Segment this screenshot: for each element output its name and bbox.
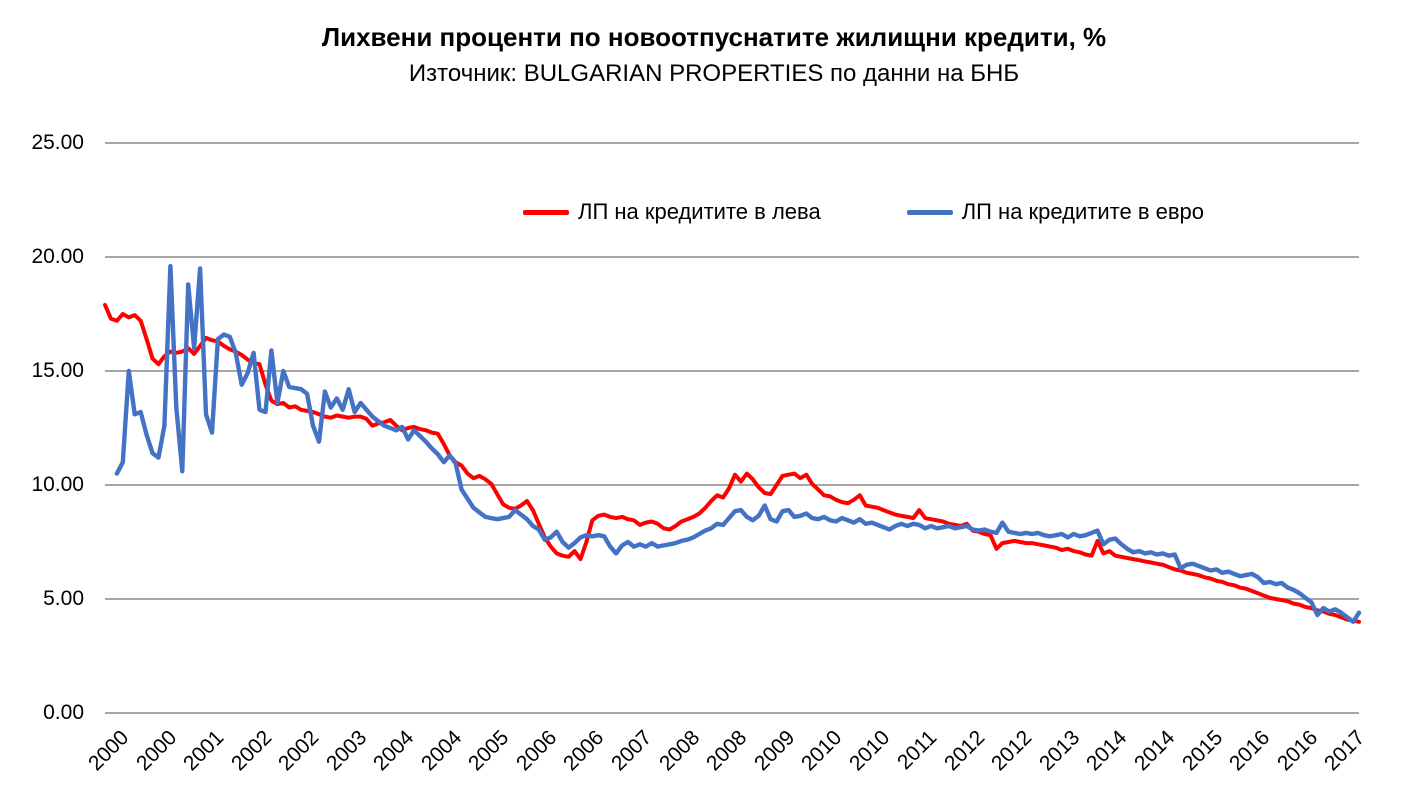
legend-line-swatch [523,209,569,215]
y-tick-label: 20.00 [31,245,84,268]
legend-label: ЛП на кредитите в лева [578,199,821,224]
chart-subtitle: Източник: BULGARIAN PROPERTIES по данни … [408,60,1020,87]
legend-label: ЛП на кредитите в евро [961,199,1205,224]
legend-line-swatch [906,209,953,215]
legend-item-evro: ЛП на кредитите в евро [906,199,1205,225]
series-line-evro [114,263,1362,624]
y-tick-label: 0.00 [43,701,84,724]
chart-title: Лихвени проценти по новоотпуснатите жили… [321,22,1107,52]
y-tick-label: 10.00 [31,473,84,496]
y-tick-label: 5.00 [43,587,84,610]
gridlines [105,142,1359,714]
series-line-leva [103,302,1361,624]
legend-item-leva: ЛП на кредитите в лева [523,199,821,225]
chart-legend: ЛП на кредитите в лева ЛП на кредитите в … [523,198,1204,226]
y-tick-label: 15.00 [31,359,84,382]
y-tick-label: 25.00 [31,131,84,154]
